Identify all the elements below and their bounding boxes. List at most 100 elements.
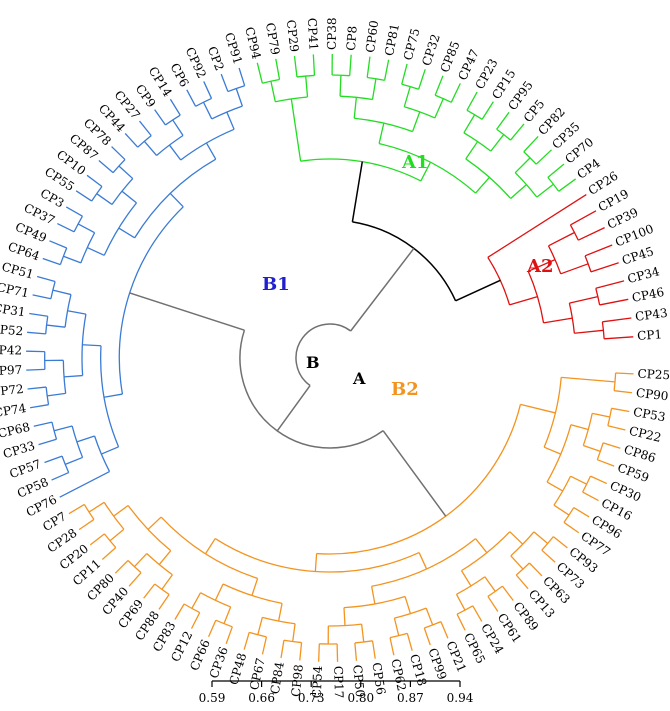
branch [440, 621, 449, 639]
branch [46, 324, 66, 328]
scale-tick-label: 0.59 [199, 691, 226, 705]
branch [434, 75, 444, 96]
branch-arc [195, 97, 212, 107]
branch [226, 111, 235, 130]
branch [312, 54, 316, 76]
branch [290, 98, 302, 162]
node-label-a: A [352, 369, 366, 388]
leaf-label: CP41 [305, 18, 321, 51]
branch [535, 149, 552, 165]
branch [59, 470, 110, 498]
branch-arc [601, 321, 605, 339]
branch [460, 570, 472, 587]
branch [76, 435, 95, 443]
branch-arc [275, 96, 308, 103]
branch [354, 642, 358, 661]
branch [29, 312, 48, 317]
leaf-label: CP1 [637, 327, 663, 343]
branch [280, 640, 285, 659]
branch [563, 521, 580, 534]
branch [191, 592, 202, 609]
branch [65, 456, 83, 466]
branch [455, 593, 466, 611]
branch-arc [80, 232, 96, 264]
branch [339, 75, 342, 97]
leaf-label: CP90 [635, 386, 669, 404]
branch-arc [389, 632, 408, 639]
branch [403, 86, 411, 107]
branch [584, 244, 613, 257]
branch [32, 294, 52, 300]
branch [484, 576, 496, 592]
branch [168, 144, 182, 161]
branch-arc [61, 455, 70, 473]
branch [118, 227, 135, 239]
leaf-label: CP45 [620, 244, 655, 267]
leaf-label: CP67 [247, 657, 268, 692]
branch [463, 114, 476, 134]
leaf-label: CP8 [344, 25, 360, 51]
leaf-label: CP38 [325, 17, 339, 50]
branch [510, 555, 524, 570]
branch [26, 368, 45, 371]
branch [82, 344, 102, 347]
trunk-branch-a2 [455, 279, 501, 302]
branch [114, 560, 129, 574]
branch [528, 259, 556, 272]
branch [558, 178, 577, 192]
leaf-label: CP56 [369, 661, 388, 695]
branch-arc [45, 316, 49, 334]
branch [158, 550, 172, 565]
branch-arc [582, 413, 593, 446]
branch [614, 390, 633, 394]
leaf-label: CP94 [242, 26, 263, 61]
branch [604, 336, 634, 340]
branch [275, 58, 281, 80]
branch [370, 586, 376, 605]
trunk-branch-a1 [351, 161, 364, 222]
branch [27, 386, 47, 390]
branch [411, 111, 421, 132]
branch [360, 624, 365, 643]
branch [561, 376, 616, 383]
branch [583, 444, 601, 452]
branch-arc [367, 76, 385, 81]
branch [277, 603, 283, 622]
branch [44, 455, 63, 464]
branch-arc [227, 85, 245, 93]
branch [592, 412, 610, 418]
branch [317, 643, 320, 662]
branch [75, 190, 93, 202]
branch [38, 438, 57, 446]
branch-arc [71, 425, 84, 458]
branch-arc [582, 475, 592, 493]
branch [42, 257, 61, 266]
branch [139, 120, 152, 137]
branch [174, 603, 185, 620]
branch [389, 637, 395, 656]
branch [89, 533, 105, 546]
branch [33, 421, 53, 427]
branch [472, 605, 483, 622]
branch [501, 585, 514, 601]
branch [590, 262, 619, 273]
branch [143, 140, 158, 156]
branch [111, 146, 126, 161]
branch [53, 425, 73, 432]
branch-arc [328, 623, 362, 627]
branch [86, 246, 105, 256]
branch [475, 538, 488, 554]
branch [548, 231, 575, 247]
branch [161, 574, 173, 590]
branch [293, 56, 298, 78]
leaf-label: CP62 [388, 658, 409, 693]
branch [113, 504, 129, 517]
branch [523, 135, 539, 153]
branch [47, 392, 66, 397]
branch [496, 111, 510, 130]
branch [570, 210, 597, 226]
branch [418, 69, 426, 90]
branch [343, 607, 346, 626]
leaf-label: CP60 [363, 19, 381, 53]
branch [406, 633, 413, 651]
